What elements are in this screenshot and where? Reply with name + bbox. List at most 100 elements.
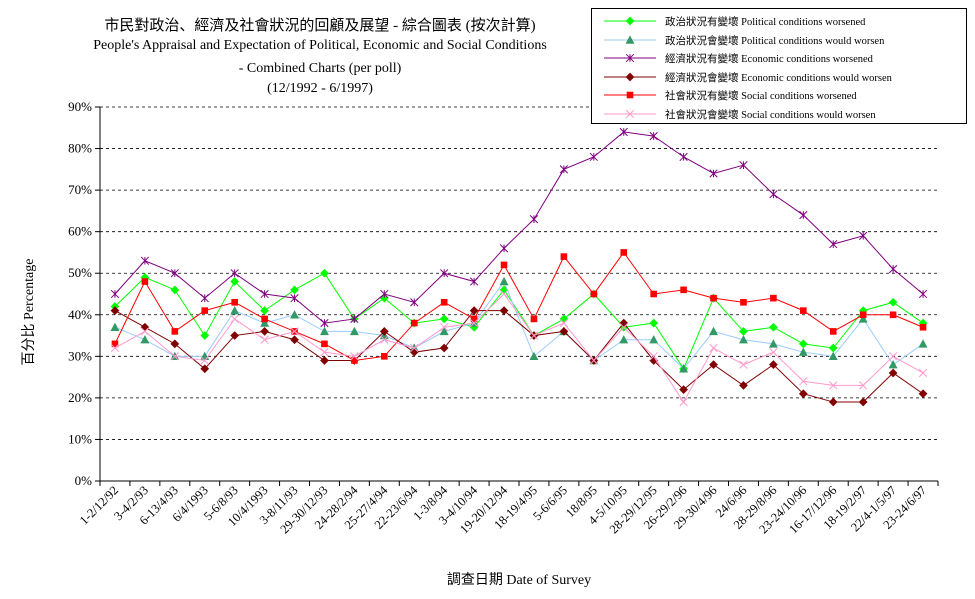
data-point xyxy=(141,278,149,285)
data-point xyxy=(828,351,838,361)
data-point xyxy=(799,210,808,220)
y-tick-label: 0% xyxy=(75,473,93,488)
series-lines xyxy=(110,127,928,407)
gridlines xyxy=(100,106,938,440)
data-point xyxy=(680,286,687,294)
legend-item: 經濟狀況會變壞 Economic conditions would worsen xyxy=(592,68,968,86)
data-point xyxy=(499,244,509,253)
data-point xyxy=(499,289,509,299)
y-tick-label: 40% xyxy=(68,307,92,322)
series-line xyxy=(114,131,924,324)
data-point xyxy=(829,381,838,390)
legend-item: 政治狀況有變壞 Political conditions worsened xyxy=(592,12,968,30)
series-line xyxy=(114,251,924,362)
data-point xyxy=(261,315,268,323)
legend-item: 社會狀況有變壞 Social conditions worsened xyxy=(592,86,968,104)
data-point xyxy=(260,327,269,336)
data-point xyxy=(918,289,928,299)
data-point xyxy=(649,352,658,361)
legend-label: 政治狀況有變壞 Political conditions worsened xyxy=(665,17,866,28)
legend-item: 政治狀況會變壞 Political conditions would worse… xyxy=(592,31,968,49)
data-point xyxy=(619,335,629,344)
y-tick-label: 20% xyxy=(68,390,92,405)
axes: 0%10%20%30%40%50%60%70%80%90%1-2/12/923-… xyxy=(68,99,939,536)
data-point xyxy=(380,289,389,299)
data-point xyxy=(320,356,329,365)
data-point xyxy=(529,351,539,361)
data-point xyxy=(798,339,808,349)
legend-swatch xyxy=(604,53,656,63)
data-point xyxy=(469,306,479,315)
data-point xyxy=(290,310,300,319)
series-line xyxy=(114,293,924,404)
data-point xyxy=(170,352,179,361)
data-point xyxy=(918,368,928,378)
y-axis-label: 百分比 Percentage xyxy=(21,259,37,366)
data-point xyxy=(110,306,120,315)
data-point xyxy=(170,285,180,295)
data-point xyxy=(888,359,898,369)
data-point xyxy=(439,314,449,324)
y-tick-label: 80% xyxy=(68,141,92,156)
data-point xyxy=(918,389,928,399)
data-point xyxy=(709,343,718,353)
data-point xyxy=(260,306,269,315)
data-point xyxy=(888,297,898,307)
series-line xyxy=(114,280,924,370)
data-point xyxy=(769,190,778,199)
data-point xyxy=(888,352,898,361)
y-tick-label: 70% xyxy=(68,182,92,197)
data-point xyxy=(740,299,747,306)
data-point xyxy=(200,364,210,374)
data-point xyxy=(738,335,748,344)
legend-item: 經濟狀況有變壞 Economic conditions worsened xyxy=(592,49,968,67)
data-point xyxy=(439,343,449,353)
data-point xyxy=(200,294,209,303)
data-point xyxy=(260,318,270,327)
data-point xyxy=(110,322,120,331)
data-point xyxy=(290,294,299,303)
data-point xyxy=(560,253,568,260)
legend: 政治狀況有變壞 Political conditions worsened 政治狀… xyxy=(591,8,967,124)
data-point xyxy=(350,314,359,324)
data-point xyxy=(230,277,240,286)
data-point xyxy=(888,264,898,274)
data-point xyxy=(290,327,299,336)
data-point xyxy=(769,322,778,332)
data-point xyxy=(110,289,120,299)
legend-label: 經濟狀況會變壞 Economic conditions would worsen xyxy=(665,72,892,84)
x-tick-label: 1-2/12/92 xyxy=(77,483,121,527)
data-point xyxy=(709,360,718,370)
data-point xyxy=(440,323,449,332)
data-point xyxy=(798,347,808,356)
chart-date-range: (12/1992 - 6/1997) xyxy=(267,81,373,96)
data-point xyxy=(798,389,808,399)
data-point xyxy=(559,165,569,174)
data-point xyxy=(770,294,777,302)
y-tick-label: 30% xyxy=(68,348,92,363)
series-3 xyxy=(110,127,928,328)
data-point xyxy=(530,315,538,323)
data-point xyxy=(709,326,719,336)
data-point xyxy=(380,335,389,344)
data-point xyxy=(290,335,299,345)
series-6 xyxy=(110,289,928,407)
data-point xyxy=(679,385,688,394)
data-point xyxy=(410,343,419,353)
legend-swatch xyxy=(604,16,656,26)
data-point xyxy=(350,352,359,361)
data-point xyxy=(381,353,388,360)
data-point xyxy=(619,127,628,137)
data-point xyxy=(559,327,569,336)
data-point xyxy=(140,335,150,344)
y-tick-label: 10% xyxy=(68,431,92,446)
data-point xyxy=(858,397,868,407)
legend-label: 政治狀況會變壞 Political conditions would worse… xyxy=(665,35,885,47)
data-point xyxy=(529,331,539,340)
data-point xyxy=(110,343,120,353)
data-point xyxy=(170,339,180,349)
data-point xyxy=(739,360,748,369)
data-point xyxy=(320,268,329,278)
series-line xyxy=(114,272,924,370)
data-point xyxy=(888,368,898,378)
